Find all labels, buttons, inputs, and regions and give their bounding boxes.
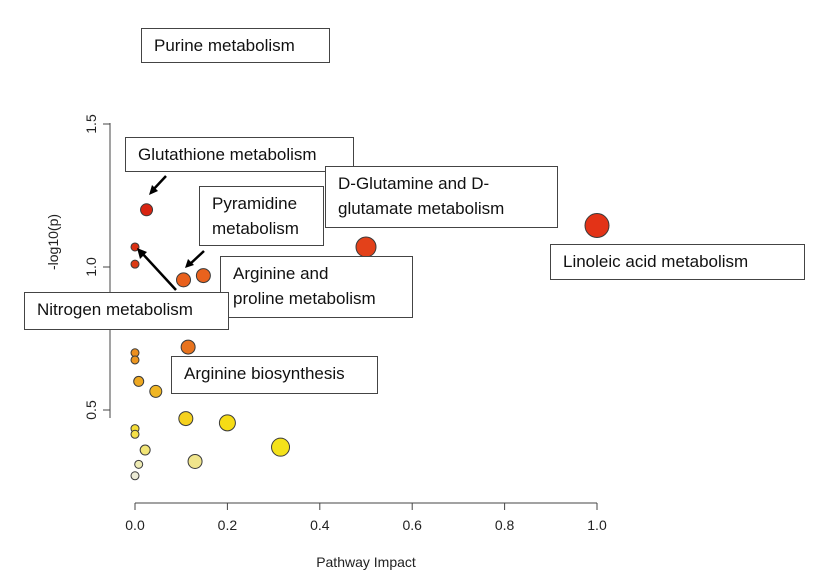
x-tick-label: 0.6 [402,517,422,533]
pathway-point [584,213,610,239]
annotation-purine-metabolism: Purine metabolism [141,28,330,63]
annotation-arginine-biosynthesis: Arginine biosynthesis [171,356,378,394]
x-axis-title: Pathway Impact [316,554,416,570]
x-tick-label: 0.2 [218,517,238,533]
pyrimidine-arrow-head [185,259,194,268]
pathway-point [195,268,211,284]
y-axis-title: -log10(p) [45,214,61,270]
pathway-point [149,384,163,398]
axes [109,123,597,504]
pathway-point [176,272,192,288]
pathway-point [180,339,196,355]
pathway-point [130,471,140,481]
pathway-point [140,203,154,217]
pathway-point [130,429,140,439]
annotation-glutathione-metabolism: Glutathione metabolism [125,137,354,172]
pathway-point [178,411,194,427]
annotation-arrows [137,175,205,291]
x-tick-label: 0.4 [310,517,330,533]
pathway-point [130,242,140,252]
glutathione-arrow-head [149,185,158,195]
annotation-linoleic-acid-metabolism: Linoleic acid metabolism [550,244,805,280]
x-tick-label: 1.0 [587,517,607,533]
nitrogen-arrow [140,251,177,291]
annotation-pyrimidine-metabolism: Pyramidine metabolism [199,186,324,246]
annotation-nitrogen-metabolism: Nitrogen metabolism [24,292,229,330]
pathway-point [130,259,140,269]
x-tick-label: 0.8 [495,517,515,533]
nitrogen-arrow-head [137,248,147,259]
data-points [130,203,610,481]
x-tick-label: 0.0 [125,517,145,533]
y-tick-label: 1.0 [83,257,99,277]
pathway-point [187,453,203,469]
y-tick-label: 0.5 [83,400,99,420]
pathway-point [134,459,144,469]
pathway-point [218,414,236,432]
y-tick-label: 1.5 [83,114,99,134]
pathway-point [139,444,151,456]
annotation-arginine-proline-metabolism: Arginine and proline metabolism [220,256,413,318]
y-ticks: 0.5 1.0 1.5 [83,114,110,420]
pathway-point [130,355,140,365]
pathway-point [355,236,377,258]
pathway-point [271,437,291,457]
annotation-d-glutamine-metabolism: D-Glutamine and D- glutamate metabolism [325,166,558,228]
x-ticks: 0.0 0.2 0.4 0.6 0.8 1.0 [125,503,607,533]
pathway-point [133,375,145,387]
